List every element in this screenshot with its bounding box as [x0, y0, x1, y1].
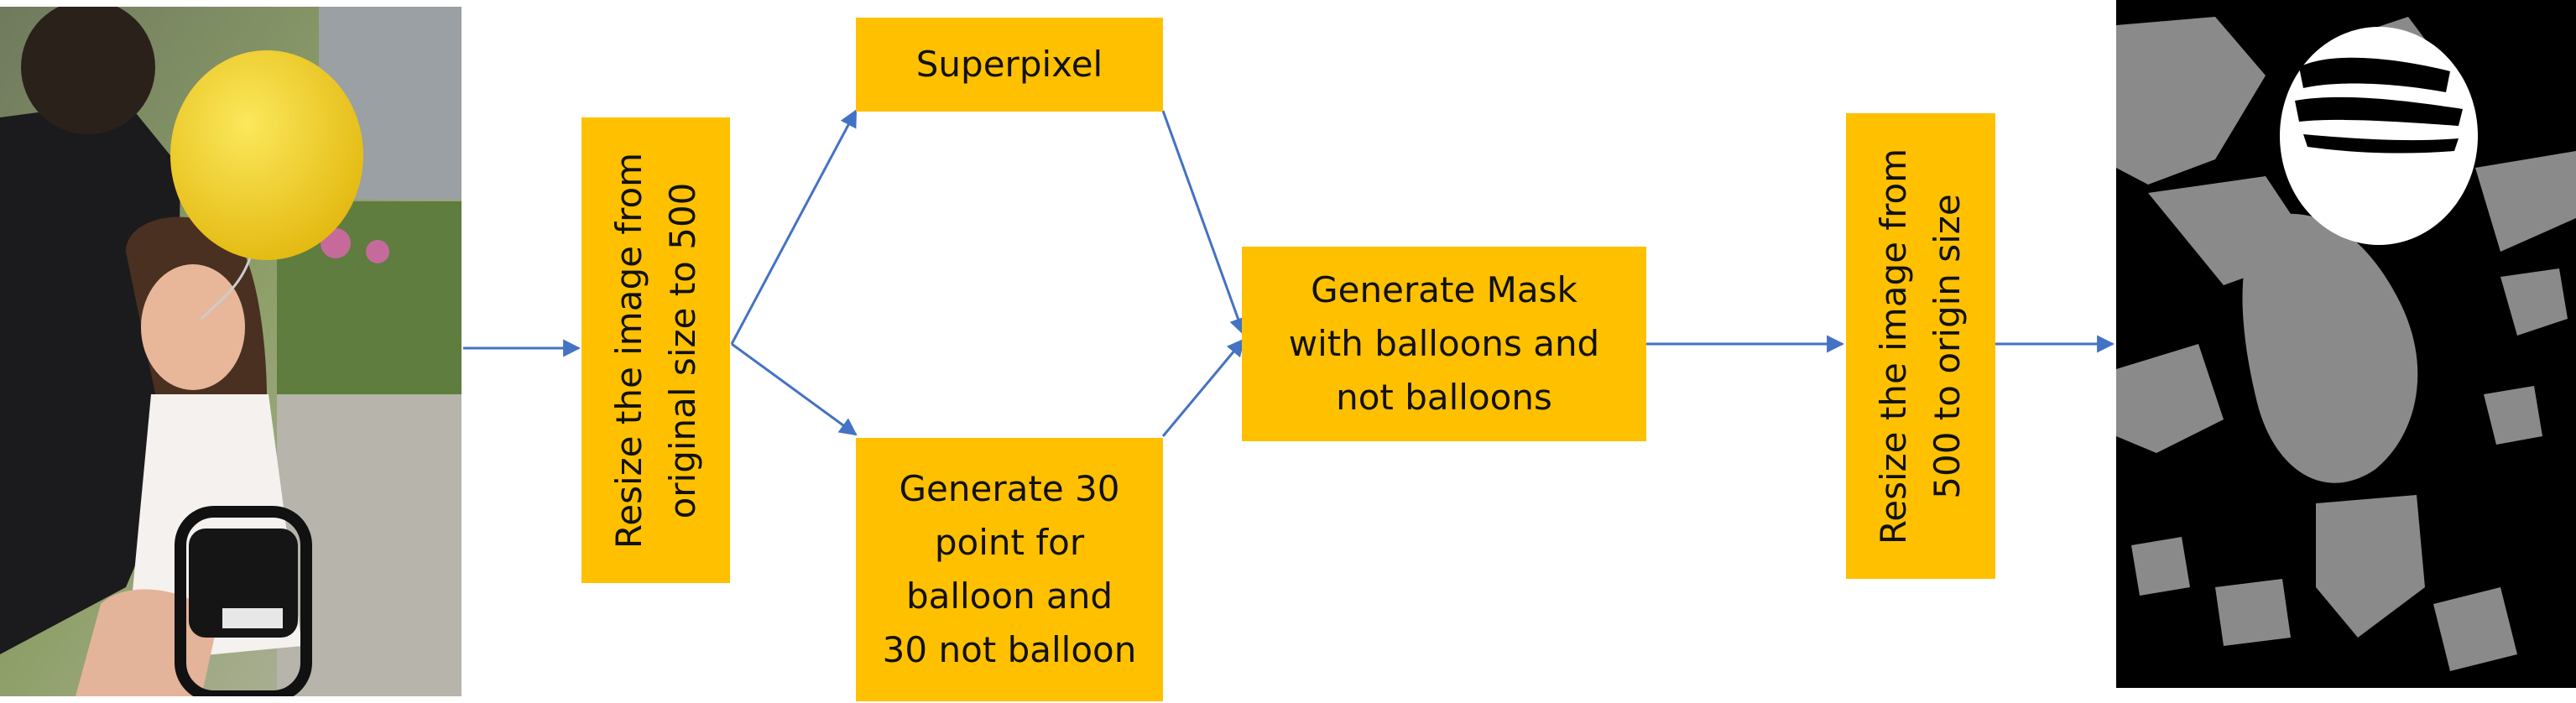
step-generate-points-label: Generate 30 point for balloon and 30 not… — [882, 468, 1137, 670]
step-resize-up: Resize the image from 500 to origin size — [1846, 113, 1995, 579]
step-resize-up-label: Resize the image from 500 to origin size — [1873, 148, 1968, 544]
step-resize-down-label: Resize the image from original size to 5… — [607, 152, 703, 549]
step-generate-mask-label: Generate Mask with balloons and not ball… — [1288, 269, 1600, 418]
step-generate-points: Generate 30 point for balloon and 30 not… — [856, 438, 1163, 701]
step-resize-down: Resize the image from original size to 5… — [581, 117, 730, 583]
step-superpixel-label: Superpixel — [915, 44, 1103, 85]
step-generate-mask: Generate Mask with balloons and not ball… — [1242, 247, 1646, 441]
step-superpixel: Superpixel — [856, 18, 1163, 112]
